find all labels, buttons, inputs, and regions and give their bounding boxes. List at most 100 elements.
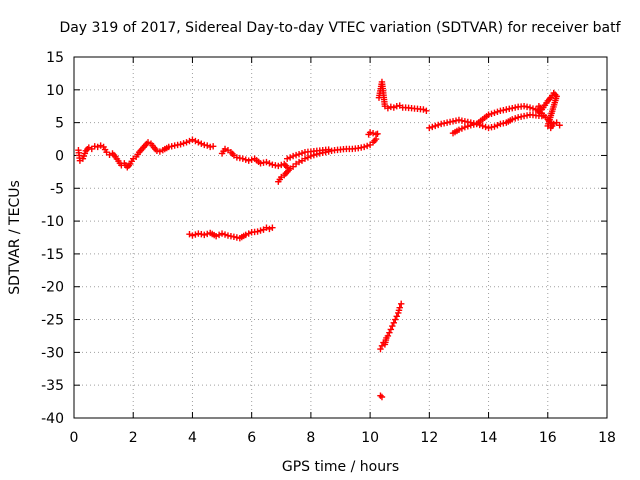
data-point <box>420 106 427 113</box>
data-point <box>390 104 397 111</box>
y-tick-label: -10 <box>41 214 64 230</box>
data-point-fill <box>192 231 199 238</box>
data-point-fill <box>292 151 300 159</box>
data-point <box>242 231 249 239</box>
data-point-fill <box>298 149 306 157</box>
data-point <box>189 232 196 239</box>
data-point-fill <box>242 156 249 163</box>
x-tick-label: 6 <box>247 430 256 446</box>
chart-title: Day 319 of 2017, Sidereal Day-to-day VTE… <box>59 20 621 36</box>
x-tick-label: 12 <box>420 430 438 446</box>
x-tick-label: 0 <box>70 430 79 446</box>
data-point-fill <box>363 142 371 150</box>
data-point <box>245 157 252 164</box>
data-point <box>479 122 486 130</box>
plot-frame <box>73 56 608 419</box>
y-tick-label: -15 <box>41 247 64 263</box>
x-tick-label: 10 <box>361 430 379 446</box>
data-point-fill <box>494 108 501 116</box>
data-point <box>275 162 282 170</box>
data-point <box>144 139 152 146</box>
data-point <box>325 146 332 153</box>
x-tick-label: 2 <box>129 430 138 446</box>
data-point <box>384 332 392 340</box>
grid <box>74 57 607 418</box>
data-point <box>509 116 516 123</box>
data-point <box>398 300 405 307</box>
data-point-fill <box>266 160 273 167</box>
data-point <box>304 154 312 161</box>
y-tick-label: 15 <box>46 50 64 66</box>
data-point <box>198 140 205 147</box>
data-point-fill <box>429 123 436 131</box>
data-point <box>387 326 395 333</box>
data-point <box>295 158 303 166</box>
y-tick-label: 5 <box>55 116 64 132</box>
data-point <box>538 112 546 120</box>
data-point <box>295 150 303 158</box>
data-point <box>218 230 226 237</box>
data-point <box>550 120 557 128</box>
data-point <box>177 141 184 148</box>
data-point <box>432 122 439 130</box>
data-point <box>491 123 498 130</box>
data-point-fill <box>180 140 187 147</box>
data-point-fill <box>286 154 294 161</box>
data-point-fill <box>476 121 483 129</box>
y-axis-title: SDTVAR / TECUs <box>7 180 23 295</box>
data-point <box>485 111 492 118</box>
data-point <box>526 104 534 111</box>
data-point <box>377 345 384 353</box>
data-point <box>186 231 193 238</box>
data-point <box>423 107 430 115</box>
data-point <box>183 139 190 146</box>
data-point <box>374 130 381 137</box>
data-point <box>377 392 384 399</box>
data-point <box>156 148 164 155</box>
data-point <box>266 225 273 233</box>
data-point <box>192 137 199 145</box>
data-point <box>384 104 392 112</box>
data-point <box>254 228 261 235</box>
y-tick-label: -35 <box>41 378 64 394</box>
data-point-fill <box>512 115 519 122</box>
data-point <box>239 155 246 162</box>
data-point <box>360 143 368 151</box>
y-tick-label: -25 <box>41 313 64 329</box>
axis-ticks <box>73 56 608 419</box>
data-point <box>473 120 480 128</box>
data-points <box>75 78 563 401</box>
x-tick-labels: 0 2 4 6 8 10 12 14 16 18 <box>70 430 616 446</box>
data-point <box>94 143 101 151</box>
data-point-fill <box>215 231 223 239</box>
data-point-fill <box>529 105 537 112</box>
y-tick-labels: 15 10 5 0 -5 -10 -15 -20 -25 -30 -35 -40 <box>41 50 64 427</box>
data-point-fill <box>186 137 193 145</box>
data-point <box>189 136 196 143</box>
data-point <box>284 155 291 162</box>
data-point-fill <box>458 125 466 132</box>
data-point <box>455 126 463 134</box>
data-point <box>289 152 297 160</box>
data-point <box>263 158 270 166</box>
data-point <box>386 329 393 336</box>
data-point <box>556 122 563 129</box>
x-tick-label: 14 <box>480 430 498 446</box>
data-point <box>301 155 309 162</box>
data-point <box>85 144 93 151</box>
data-point <box>392 316 399 323</box>
data-point <box>209 143 217 150</box>
data-point-fill <box>482 123 489 131</box>
data-point <box>390 319 397 327</box>
data-point <box>204 142 211 149</box>
data-point <box>378 393 386 401</box>
data-point-fill <box>488 110 495 117</box>
data-point <box>426 124 433 132</box>
y-tick-label: -20 <box>41 280 64 296</box>
y-tick-label: 10 <box>46 83 64 99</box>
data-point <box>491 109 498 116</box>
data-point <box>378 342 386 349</box>
data-point-fill <box>435 121 442 129</box>
